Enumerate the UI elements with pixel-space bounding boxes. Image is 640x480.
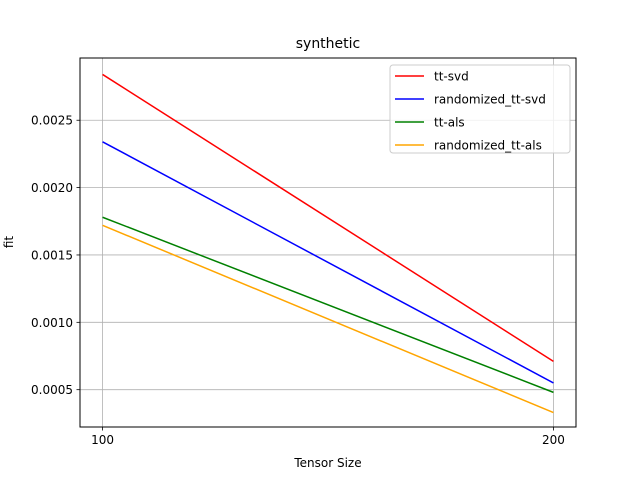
series-line-randomized_tt-svd [102, 141, 554, 384]
x-tick-label: 100 [91, 433, 114, 447]
chart-title: synthetic [296, 36, 361, 52]
x-tick-label: 200 [542, 433, 565, 447]
y-tick-label: 0.0025 [31, 114, 73, 128]
y-tick-label: 0.0020 [31, 181, 73, 195]
legend-box [389, 64, 571, 154]
series-line-tt-svd [102, 73, 554, 363]
y-tick-label: 0.0005 [31, 383, 73, 397]
plot-frame [79, 57, 577, 428]
legend: tt-svd randomized_tt-svd tt-als randomized_… [389, 64, 571, 154]
y-axis-label: fit [2, 236, 16, 249]
legend-label: tt-als [434, 116, 465, 130]
series-line-randomized_tt-als [102, 224, 554, 414]
y-axis-ticks: 0.0005 0.0010 0.0015 0.0020 0.0025 [31, 114, 80, 397]
x-axis-ticks: 100 200 [91, 427, 565, 447]
legend-label: randomized_tt-als [434, 139, 542, 153]
series-line-tt-als [102, 216, 554, 394]
legend-label: randomized_tt-svd [434, 93, 546, 107]
y-tick-label: 0.0010 [31, 316, 73, 330]
legend-label: tt-svd [434, 70, 469, 84]
y-tick-label: 0.0015 [31, 248, 73, 262]
series-lines [102, 73, 554, 414]
x-axis-label: Tensor Size [293, 456, 361, 470]
